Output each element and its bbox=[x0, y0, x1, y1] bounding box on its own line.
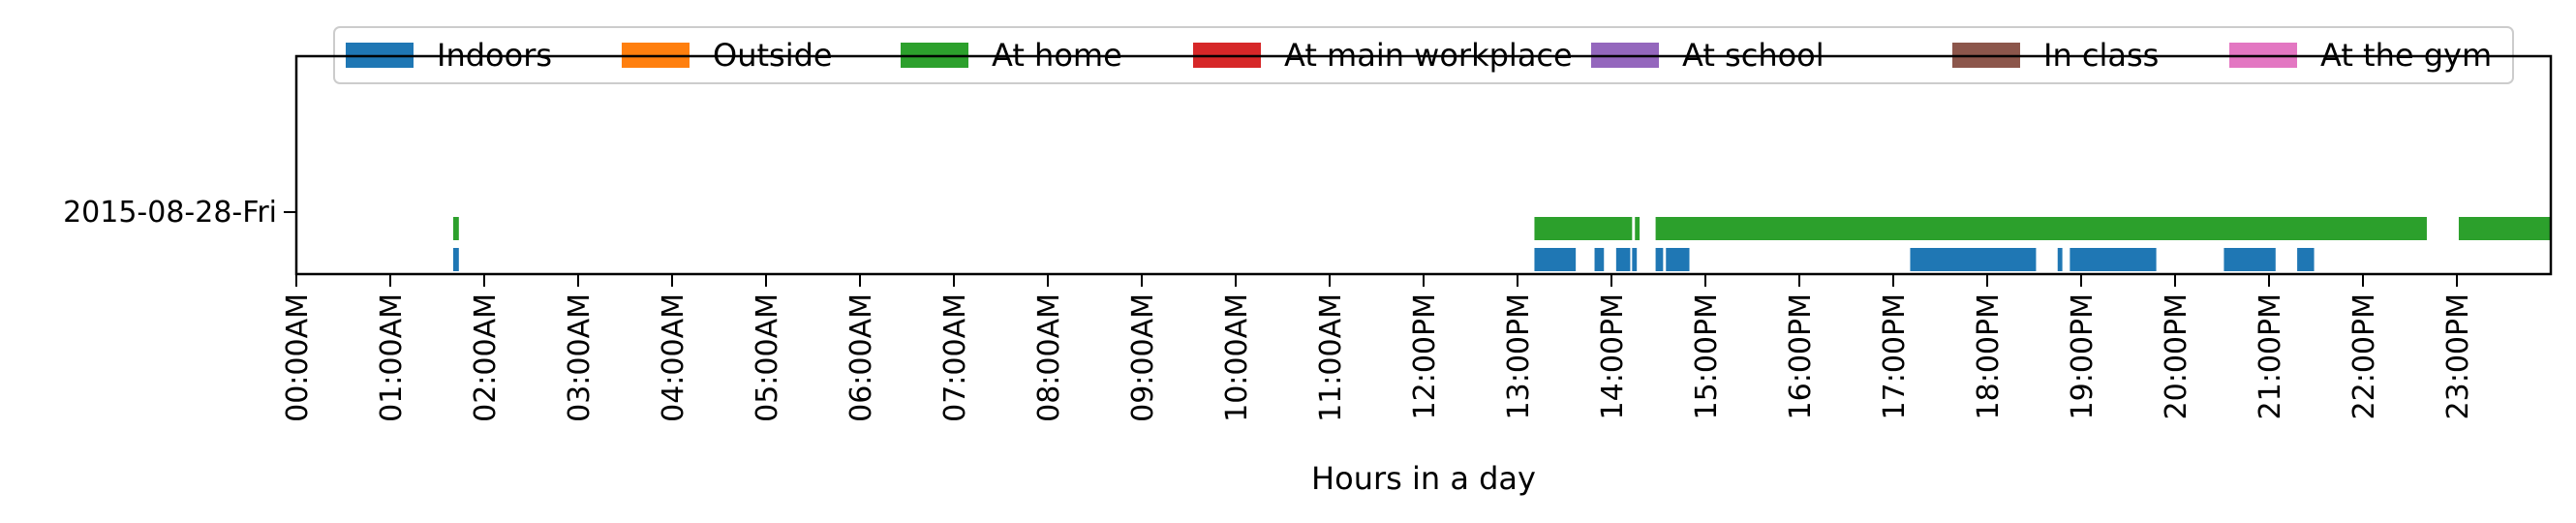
bar-indoors-11 bbox=[2297, 248, 2315, 271]
x-tick-label-5: 05:00AM bbox=[751, 293, 784, 422]
bar-at-home-4 bbox=[2458, 217, 2551, 240]
x-tick-label-14: 14:00PM bbox=[1596, 293, 1630, 419]
x-tick-label-17: 17:00PM bbox=[1878, 293, 1912, 419]
x-tick-label-10: 10:00AM bbox=[1220, 293, 1254, 422]
x-tick-label-16: 16:00PM bbox=[1784, 293, 1818, 419]
x-tick-label-12: 12:00PM bbox=[1408, 293, 1442, 419]
y-axis: 2015-08-28-Fri bbox=[63, 196, 296, 230]
x-tick-label-11: 11:00AM bbox=[1314, 293, 1348, 422]
x-tick-label-18: 18:00PM bbox=[1972, 293, 2006, 419]
y-tick-label-0: 2015-08-28-Fri bbox=[63, 196, 277, 230]
bar-at-home-3 bbox=[1655, 217, 2427, 240]
x-tick-label-0: 00:00AM bbox=[281, 293, 315, 422]
bar-indoors-7 bbox=[1910, 248, 2037, 271]
bar-indoors-6 bbox=[1666, 248, 1690, 271]
x-tick-label-9: 09:00AM bbox=[1126, 293, 1160, 422]
bar-indoors-2 bbox=[1594, 248, 1605, 271]
x-tick-label-22: 22:00PM bbox=[2347, 293, 2381, 419]
x-axis-title: Hours in a day bbox=[1311, 460, 1536, 497]
plot-marks bbox=[452, 217, 2551, 271]
x-tick-label-19: 19:00PM bbox=[2066, 293, 2100, 419]
x-tick-label-3: 03:00AM bbox=[563, 293, 597, 422]
x-tick-label-23: 23:00PM bbox=[2441, 293, 2475, 419]
bar-indoors-9 bbox=[2070, 248, 2157, 271]
x-tick-label-1: 01:00AM bbox=[375, 293, 409, 422]
bar-at-home-1 bbox=[1534, 217, 1633, 240]
x-tick-label-8: 08:00AM bbox=[1032, 293, 1066, 422]
plot-frame bbox=[294, 54, 2553, 276]
x-tick-label-7: 07:00AM bbox=[938, 293, 972, 422]
x-tick-label-2: 02:00AM bbox=[469, 293, 503, 422]
x-tick-label-15: 15:00PM bbox=[1690, 293, 1724, 419]
bar-indoors-10 bbox=[2223, 248, 2276, 271]
bar-indoors-5 bbox=[1655, 248, 1664, 271]
x-tick-label-6: 06:00AM bbox=[844, 293, 878, 422]
bar-indoors-8 bbox=[2057, 248, 2063, 271]
bar-at-home-2 bbox=[1635, 217, 1641, 240]
bar-indoors-3 bbox=[1615, 248, 1631, 271]
bar-indoors-1 bbox=[1534, 248, 1577, 271]
x-tick-label-20: 20:00PM bbox=[2160, 293, 2193, 419]
bar-at-home-0 bbox=[452, 217, 459, 240]
bar-indoors-4 bbox=[1632, 248, 1638, 271]
x-tick-label-13: 13:00PM bbox=[1502, 293, 1536, 419]
x-tick-label-4: 04:00AM bbox=[657, 293, 690, 422]
x-tick-label-21: 21:00PM bbox=[2254, 293, 2287, 419]
bar-indoors-0 bbox=[452, 248, 459, 271]
x-axis: 00:00AM 01:00AM 02:00AM 03:00AM 04:00AM 05:00… bbox=[281, 274, 2475, 422]
